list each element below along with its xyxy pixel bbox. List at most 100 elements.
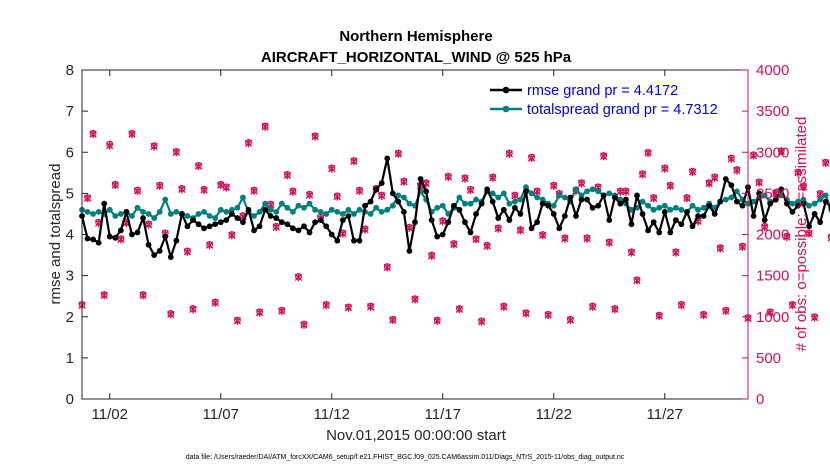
totalspread-point [312,206,318,213]
totalspread-point [817,196,824,203]
obs-assimilated-point [366,302,375,311]
obs-assimilated-point [489,173,497,182]
plot-area [78,69,830,400]
obs-assimilated-point [200,186,208,195]
rmse-point [317,217,324,224]
rmse-point [184,223,191,230]
rmse-point [473,211,479,217]
obs-assimilated-point [283,171,292,180]
obs-assimilated-point [527,154,536,163]
rmse-point [484,186,491,193]
y2-tick-label: 4000 [756,62,789,79]
obs-assimilated-point [477,317,486,326]
obs-assimilated-point [217,181,225,190]
rmse-point [439,231,446,238]
rmse-point [672,217,679,224]
rmse-point [634,192,640,199]
totalspread-point [439,202,446,209]
totalspread-point [528,190,535,197]
y2-tick-label: 0 [756,391,764,408]
totalspread-point [456,194,463,201]
obs-assimilated-point [439,217,447,226]
rmse-point [611,194,618,201]
totalspread-point [151,215,158,221]
rmse-point [450,202,457,209]
obs-assimilated-point [466,186,475,195]
obs-assimilated-point [550,181,558,190]
x-axis-label: Nov.01,2015 00:00:00 start [326,427,507,444]
y-axis-label: rmse and totalspread [47,164,64,305]
obs-assimilated-point [461,174,469,183]
totalspread-point [240,194,246,201]
obs-assimilated-point [699,311,708,320]
rmse-point [367,198,374,205]
series-layer [78,122,830,329]
totalspread-point [561,194,568,201]
rmse-point [667,229,674,236]
obs-assimilated-point [344,303,353,312]
rmse-point [95,239,102,246]
rmse-point [806,223,812,230]
rmse-point [628,221,635,228]
obs-assimilated-point [799,182,808,191]
totalspread-point [306,200,313,207]
rmse-point [489,198,496,205]
rmse-point [717,198,724,205]
totalspread-point [367,211,374,217]
totalspread-point [667,206,674,213]
rmse-point [201,225,208,232]
rmse-point [456,206,463,213]
obs-assimilated-point [788,301,797,310]
y-tick-label: 1 [66,350,74,367]
obs-assimilated-point [211,298,219,307]
obs-assimilated-point [583,234,591,243]
rmse-point [145,241,152,248]
obs-assimilated-point [705,179,713,188]
obs-assimilated-point [688,167,697,176]
rmse-point [328,231,335,238]
obs-assimilated-point [544,311,552,320]
rmse-point [162,233,169,240]
obs-assimilated-point [111,181,119,190]
obs-assimilated-point [228,231,236,240]
obs-assimilated-point [150,142,158,151]
obs-assimilated-point [611,305,619,314]
rmse-point [428,217,435,224]
rmse-point [173,237,180,244]
obs-assimilated-point [233,316,242,325]
rmse-point [561,213,568,219]
x-tick-label: 11/27 [647,406,683,423]
rmse-point [179,211,185,217]
rmse-point [778,186,785,193]
obs-assimilated-point [500,302,508,311]
y2-tick-label: 1500 [756,268,789,285]
rmse-point [378,180,385,186]
obs-assimilated-point [178,185,186,194]
rmse-point [312,219,318,226]
y-tick-label: 6 [66,144,74,161]
rmse-point [273,215,280,221]
obs-assimilated-point [716,244,724,253]
totalspread-point [645,202,651,209]
rmse-point [251,227,257,234]
y-tick-label: 3 [66,268,74,285]
totalspread-point [167,211,174,217]
totalspread-point [184,213,191,219]
rmse-point [750,213,757,219]
obs-assimilated-point [494,224,502,233]
rmse-point [500,206,507,213]
obs-assimilated-point [805,229,813,238]
totalspread-point [223,208,230,215]
rmse-point [284,221,291,228]
rmse-point [117,227,124,234]
rmse-point [267,213,274,219]
rmse-point [573,213,579,219]
totalspread-point [301,204,307,211]
obs-assimilated-point [272,223,280,232]
obs-assimilated-point [827,234,830,242]
legend-label-rmse: rmse grand pr = 4.4172 [527,83,678,99]
rmse-point [406,248,413,254]
totalspread-point [195,211,202,217]
totalspread-point [273,208,280,215]
rmse-point [700,213,707,219]
